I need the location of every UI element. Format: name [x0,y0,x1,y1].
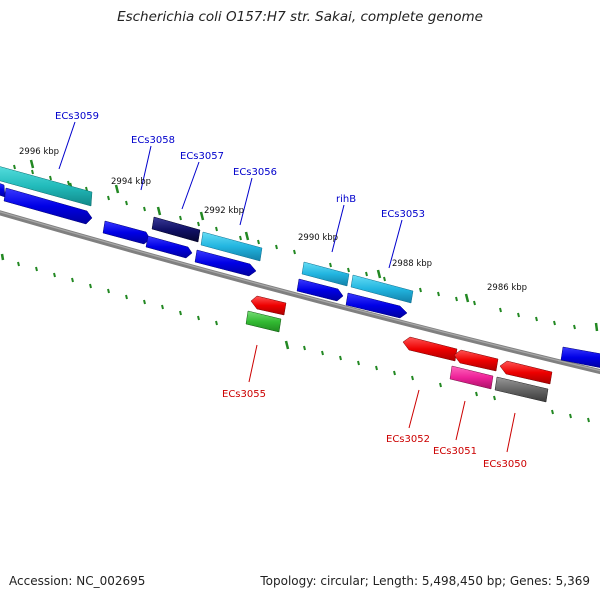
gene-right-cds[interactable] [560,346,600,368]
gene-ECs3056-feature[interactable] [200,231,263,262]
gene-label[interactable]: ECs3058 [131,135,175,146]
gene-ECs3057-cds[interactable] [145,235,193,259]
gene-ECs3059-feature[interactable] [0,166,93,207]
scale-label: 2992 kbp [204,206,244,216]
scale-label: 2990 kbp [298,233,338,243]
gene-labels: ECs3059 ECs3058 ECs3057 ECs3056 rihB ECs… [55,111,527,470]
scale-ticks-inner [0,253,590,423]
reverse-strand-features [245,295,553,403]
gene-ECs3051-feature[interactable] [449,365,494,390]
scale-labels: 2996 kbp 2994 kbp 2992 kbp 2990 kbp 2988… [19,147,527,293]
gene-ECs3056-cds[interactable] [194,249,257,277]
gene-ECs3057-feature[interactable] [151,216,201,243]
scale-label: 2994 kbp [111,177,151,187]
gene-rihB-cds[interactable] [296,278,344,302]
genome-summary: Topology: circular; Length: 5,498,450 bp… [260,574,590,588]
gene-label[interactable]: ECs3055 [222,389,266,400]
scale-ticks-outer [13,159,599,332]
gene-ECs3050-feature[interactable] [494,376,549,403]
gene-ECs3058-cds[interactable] [102,220,151,245]
gene-ECs3053-cds[interactable] [345,292,408,319]
genome-backbone [0,210,600,375]
gene-ECs3055-cds[interactable] [250,295,287,316]
gene-label[interactable]: ECs3051 [433,446,477,457]
scale-label: 2996 kbp [19,147,59,157]
gene-ECs3050-cds[interactable] [499,360,553,385]
accession-label: Accession: NC_002695 [9,574,146,588]
scale-label: 2986 kbp [487,283,527,293]
gene-rihB-feature[interactable] [301,261,350,287]
gene-label[interactable]: ECs3050 [483,459,527,470]
gene-ECs3055-feature[interactable] [245,310,282,333]
map-title: Escherichia coli O157:H7 str. Sakai, com… [117,9,483,25]
gene-label[interactable]: ECs3059 [55,111,99,122]
gene-label[interactable]: ECs3052 [386,434,430,445]
scale-label: 2988 kbp [392,259,432,269]
forward-strand-features [0,166,600,368]
gene-ECs3052-cds[interactable] [402,336,458,362]
gene-ECs3059-cds[interactable] [3,187,93,225]
gene-label[interactable]: ECs3057 [180,151,224,162]
gene-label[interactable]: rihB [336,194,356,205]
gene-label[interactable]: ECs3056 [233,167,277,178]
gene-ECs3051-cds[interactable] [453,349,499,372]
gene-ECs3053-feature[interactable] [350,274,414,304]
gene-label[interactable]: ECs3053 [381,209,425,220]
label-leader-lines [58,121,516,453]
